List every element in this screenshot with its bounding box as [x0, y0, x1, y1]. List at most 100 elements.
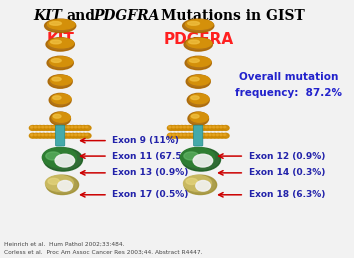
Circle shape: [204, 126, 211, 130]
Circle shape: [219, 133, 225, 138]
Circle shape: [34, 134, 36, 136]
Text: Exon 9 (11%): Exon 9 (11%): [112, 136, 179, 145]
Circle shape: [167, 133, 174, 138]
Circle shape: [220, 126, 222, 128]
Circle shape: [29, 133, 36, 138]
Circle shape: [209, 126, 211, 128]
Ellipse shape: [49, 93, 71, 107]
Ellipse shape: [48, 178, 59, 184]
Circle shape: [211, 133, 218, 138]
Circle shape: [82, 134, 84, 136]
Circle shape: [71, 134, 73, 136]
Ellipse shape: [189, 75, 210, 85]
Circle shape: [38, 126, 40, 128]
Circle shape: [60, 126, 62, 128]
Ellipse shape: [46, 175, 79, 195]
Circle shape: [67, 126, 69, 128]
FancyBboxPatch shape: [56, 125, 65, 146]
Circle shape: [211, 126, 218, 130]
Circle shape: [56, 134, 58, 136]
Ellipse shape: [55, 154, 75, 167]
Circle shape: [85, 126, 88, 128]
Circle shape: [52, 134, 55, 136]
Ellipse shape: [48, 75, 72, 88]
FancyBboxPatch shape: [194, 125, 203, 146]
Circle shape: [215, 133, 222, 138]
Circle shape: [219, 126, 225, 130]
Circle shape: [169, 134, 171, 136]
Circle shape: [194, 134, 196, 136]
Circle shape: [186, 126, 193, 130]
Circle shape: [193, 126, 200, 130]
Circle shape: [62, 126, 69, 130]
Circle shape: [175, 126, 182, 130]
Ellipse shape: [47, 20, 75, 29]
Circle shape: [189, 126, 196, 130]
Circle shape: [178, 126, 185, 130]
Circle shape: [41, 126, 44, 128]
Circle shape: [198, 126, 200, 128]
Ellipse shape: [184, 175, 217, 195]
Circle shape: [216, 126, 218, 128]
Circle shape: [77, 126, 84, 130]
Circle shape: [216, 134, 218, 136]
Ellipse shape: [187, 38, 212, 48]
Circle shape: [81, 126, 87, 130]
Ellipse shape: [46, 152, 61, 160]
Circle shape: [49, 126, 51, 128]
Circle shape: [204, 133, 211, 138]
Circle shape: [51, 126, 58, 130]
Circle shape: [62, 133, 69, 138]
Circle shape: [187, 126, 189, 128]
Circle shape: [172, 126, 175, 128]
Circle shape: [67, 134, 69, 136]
Circle shape: [197, 133, 204, 138]
Circle shape: [71, 126, 73, 128]
Ellipse shape: [46, 38, 74, 51]
Text: PDGFRA: PDGFRA: [94, 9, 160, 23]
Ellipse shape: [45, 175, 74, 191]
Circle shape: [201, 134, 204, 136]
Ellipse shape: [190, 94, 209, 104]
Circle shape: [56, 126, 58, 128]
Ellipse shape: [51, 75, 72, 85]
Circle shape: [78, 134, 80, 136]
Ellipse shape: [186, 75, 210, 88]
Text: Exon 11 (67.5%): Exon 11 (67.5%): [112, 152, 195, 160]
Ellipse shape: [49, 38, 74, 48]
Circle shape: [77, 133, 84, 138]
Ellipse shape: [50, 21, 62, 25]
Circle shape: [49, 134, 51, 136]
Ellipse shape: [52, 112, 70, 122]
Ellipse shape: [185, 56, 211, 70]
Circle shape: [175, 133, 182, 138]
Circle shape: [223, 126, 226, 128]
Ellipse shape: [187, 93, 209, 107]
Text: KIT: KIT: [46, 32, 74, 47]
Circle shape: [208, 126, 215, 130]
Circle shape: [63, 126, 66, 128]
Ellipse shape: [181, 148, 215, 167]
Circle shape: [222, 133, 229, 138]
Circle shape: [197, 126, 204, 130]
Circle shape: [37, 126, 44, 130]
Circle shape: [40, 133, 47, 138]
Ellipse shape: [189, 59, 199, 62]
Ellipse shape: [53, 114, 61, 118]
Ellipse shape: [191, 114, 199, 118]
Circle shape: [30, 134, 33, 136]
Circle shape: [55, 133, 62, 138]
Circle shape: [171, 133, 178, 138]
Text: Exon 17 (0.5%): Exon 17 (0.5%): [112, 190, 189, 199]
Ellipse shape: [184, 152, 199, 160]
Circle shape: [187, 134, 189, 136]
Ellipse shape: [190, 112, 209, 122]
Circle shape: [74, 134, 77, 136]
Circle shape: [182, 133, 189, 138]
Circle shape: [37, 133, 44, 138]
Circle shape: [194, 126, 196, 128]
Ellipse shape: [186, 178, 198, 184]
Circle shape: [70, 126, 76, 130]
Circle shape: [59, 126, 65, 130]
Circle shape: [200, 126, 207, 130]
